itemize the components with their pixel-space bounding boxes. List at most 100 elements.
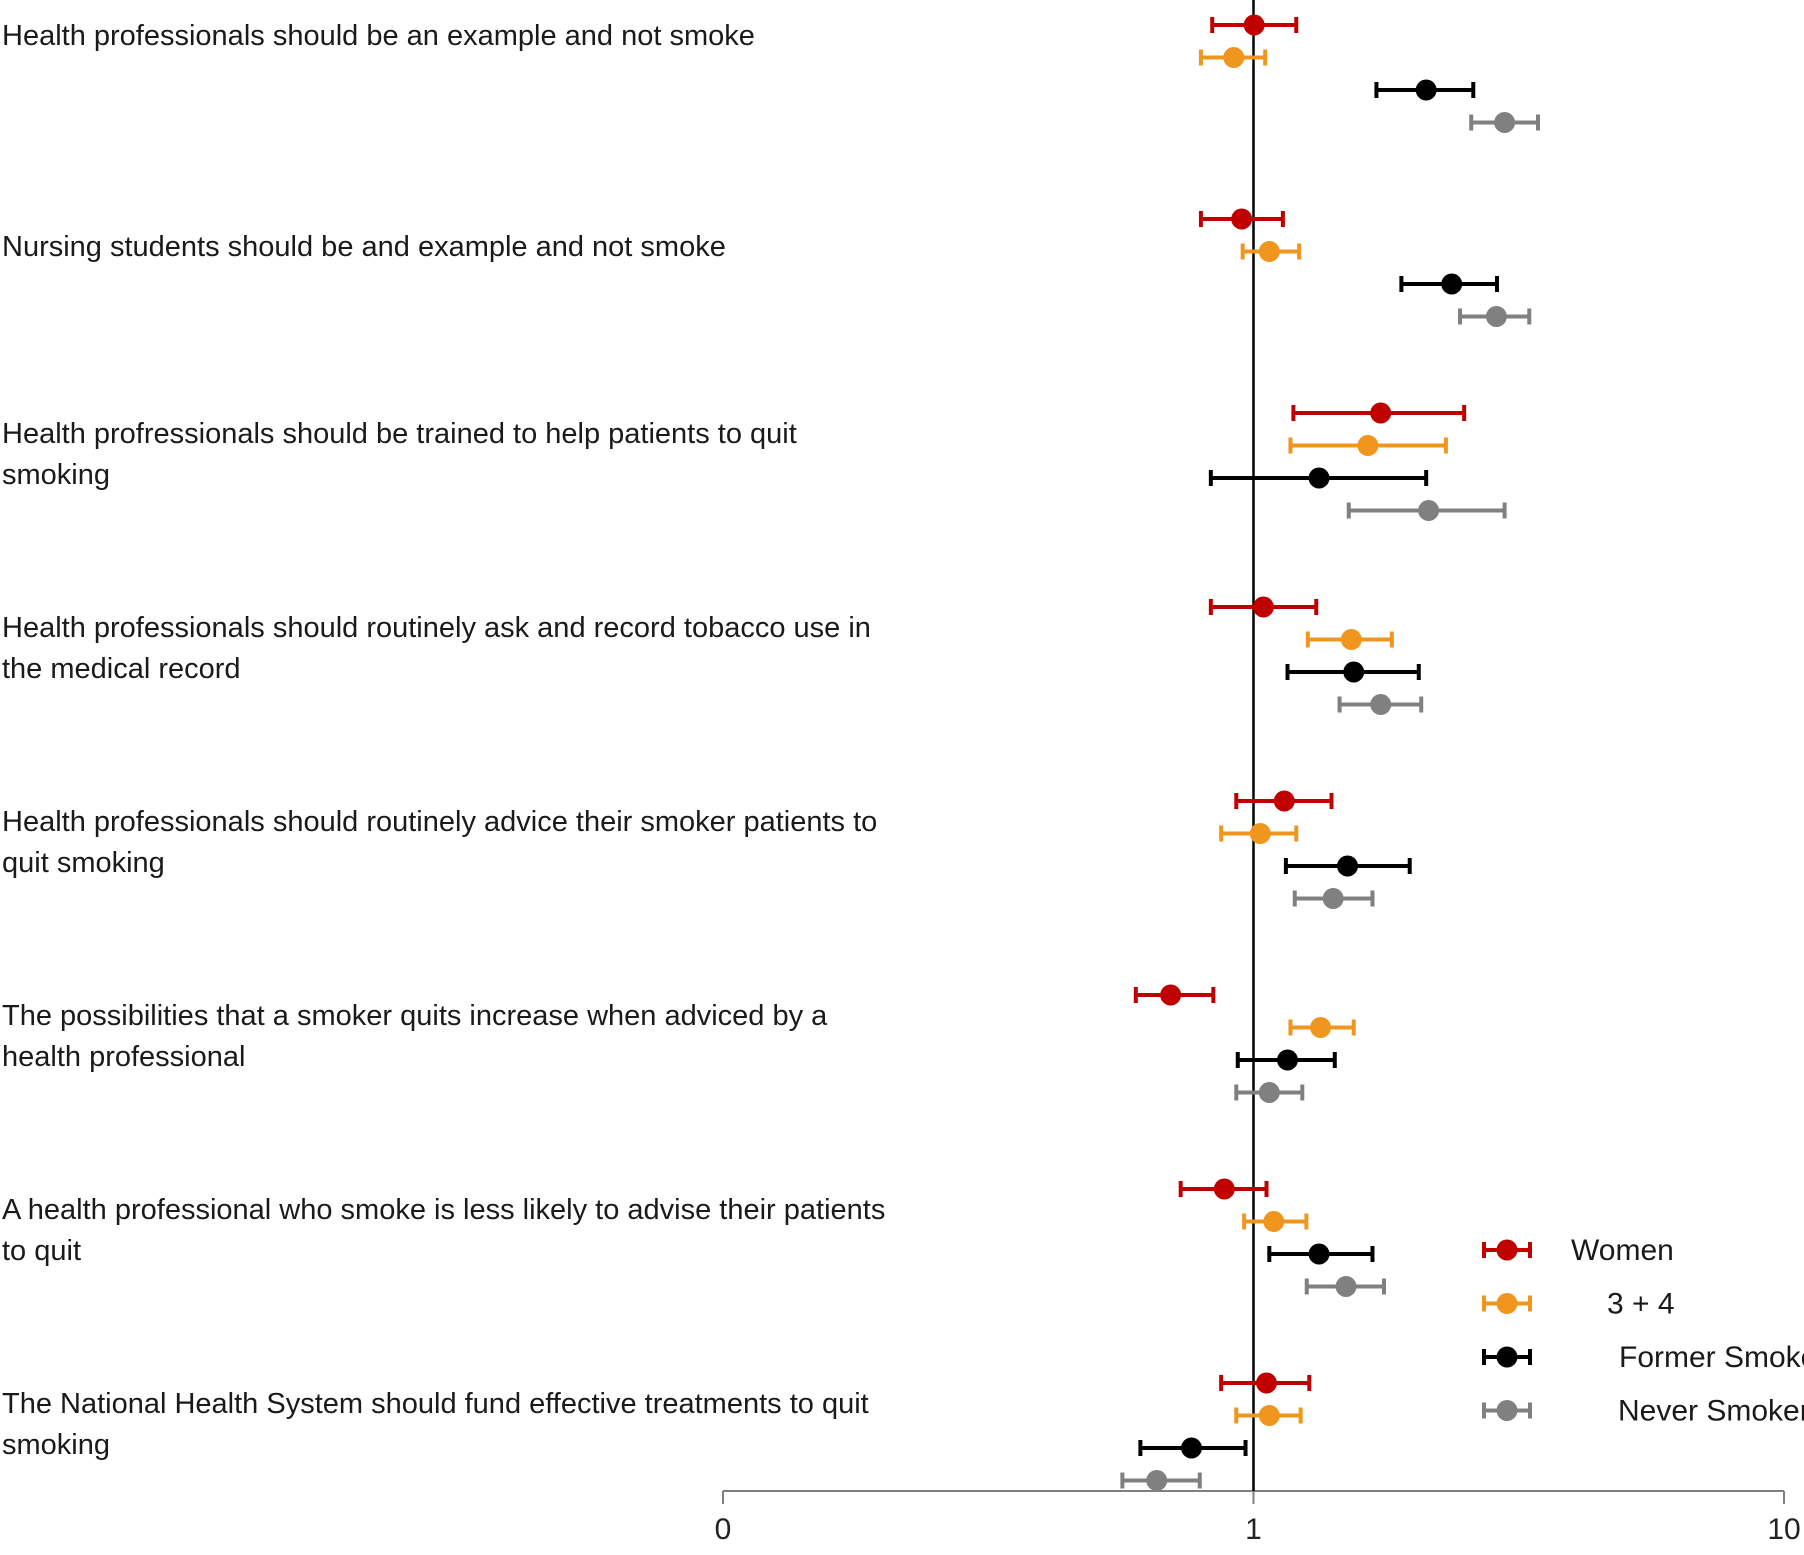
error-bar-women — [1198, 208, 1285, 230]
point-estimate — [1343, 661, 1365, 683]
legend-label: Former Smoker — [1619, 1341, 1804, 1374]
point-estimate — [1258, 1082, 1280, 1103]
row-label: Health profressionals should be trained … — [2, 418, 797, 450]
error-bar-3-4 — [1234, 1405, 1303, 1426]
error-bar-women — [1210, 14, 1299, 36]
item-group — [1208, 402, 1507, 521]
row-label: Health professionals should be an exampl… — [2, 20, 755, 52]
legend-item-never-smoker: Never Smoker — [1482, 1395, 1804, 1428]
point-estimate — [1370, 694, 1392, 715]
error-bar-women — [1208, 596, 1319, 618]
point-estimate — [1160, 984, 1182, 1006]
point-estimate — [1335, 1276, 1357, 1297]
legend-marker — [1496, 1400, 1518, 1421]
x-tick-label: 0 — [715, 1513, 732, 1546]
point-estimate — [1249, 823, 1271, 844]
error-bar-former-smoker — [1267, 1243, 1375, 1265]
row-label: the medical record — [2, 653, 241, 685]
error-bar-never-smoker — [1346, 500, 1507, 521]
error-bar-3-4 — [1288, 435, 1448, 456]
error-bar-former-smoker — [1374, 79, 1476, 101]
point-estimate — [1243, 14, 1265, 36]
point-estimate — [1255, 1372, 1277, 1394]
error-bar-never-smoker — [1469, 112, 1541, 133]
point-estimate — [1276, 1049, 1298, 1071]
row-label: Nursing students should be and example a… — [2, 231, 726, 263]
x-axis: 0 1 10 — [715, 1490, 1801, 1546]
error-bar-former-smoker — [1208, 467, 1429, 489]
item-group — [1120, 1372, 1312, 1491]
row-label: to quit — [2, 1235, 81, 1267]
point-estimate — [1273, 790, 1295, 812]
error-bar-former-smoker — [1235, 1049, 1337, 1071]
item-group — [1219, 790, 1412, 909]
item-group — [1208, 596, 1424, 715]
legend-label: 3 + 4 — [1607, 1288, 1675, 1321]
row-label: Health professionals should routinely ad… — [2, 806, 877, 838]
error-bar-3-4 — [1288, 1017, 1356, 1038]
error-bar-3-4 — [1219, 823, 1299, 844]
legend-item-women: Women — [1482, 1234, 1674, 1267]
row-label: Health professionals should routinely as… — [2, 612, 871, 644]
point-estimate — [1258, 1405, 1280, 1426]
legend: Women 3 + 4 Former Smoker Never Smoker — [1482, 1234, 1804, 1428]
row-label: quit smoking — [2, 847, 165, 879]
row-label: A health professional who smoke is less … — [2, 1194, 885, 1226]
point-estimate — [1258, 241, 1280, 262]
point-estimate — [1180, 1437, 1202, 1459]
point-estimate — [1310, 1017, 1332, 1038]
row-label: The possibilities that a smoker quits in… — [2, 1000, 828, 1032]
point-estimate — [1308, 1243, 1330, 1265]
error-bar-women — [1291, 402, 1467, 424]
x-tick-label: 1 — [1245, 1513, 1262, 1546]
item-group — [1133, 984, 1356, 1103]
point-estimate — [1337, 855, 1359, 877]
error-bar-women — [1133, 984, 1216, 1006]
point-estimate — [1231, 208, 1253, 230]
legend-item-former-smoker: Former Smoker — [1482, 1341, 1804, 1374]
error-bar-never-smoker — [1120, 1470, 1202, 1491]
error-bar-women — [1178, 1178, 1269, 1200]
error-bar-women — [1219, 1372, 1312, 1394]
error-bar-3-4 — [1242, 1211, 1309, 1232]
x-tick-label: 10 — [1767, 1513, 1800, 1546]
error-bar-3-4 — [1240, 241, 1302, 262]
item-group — [1178, 1178, 1387, 1297]
point-estimate — [1340, 629, 1362, 650]
error-bar-women — [1234, 790, 1334, 812]
error-bar-never-smoker — [1458, 306, 1532, 327]
legend-label: Never Smoker — [1618, 1395, 1804, 1428]
item-group — [1198, 14, 1541, 133]
point-estimate — [1494, 112, 1516, 133]
point-estimate — [1223, 47, 1245, 68]
point-estimate — [1485, 306, 1507, 327]
error-bar-3-4 — [1198, 47, 1268, 68]
error-bar-3-4 — [1305, 629, 1394, 650]
error-bar-never-smoker — [1337, 694, 1424, 715]
point-estimate — [1415, 79, 1437, 101]
point-estimate — [1370, 402, 1392, 424]
legend-label: Women — [1571, 1234, 1674, 1267]
error-bar-former-smoker — [1285, 661, 1421, 683]
legend-marker — [1496, 1346, 1518, 1368]
error-bar-never-smoker — [1292, 888, 1375, 909]
error-bar-former-smoker — [1399, 273, 1499, 295]
point-estimate — [1322, 888, 1344, 909]
row-label: health professional — [2, 1041, 245, 1073]
point-estimate — [1418, 500, 1440, 521]
row-label: The National Health System should fund e… — [2, 1388, 869, 1420]
error-bar-former-smoker — [1138, 1437, 1248, 1459]
error-bar-former-smoker — [1283, 855, 1412, 877]
point-estimate — [1146, 1470, 1168, 1491]
point-estimate — [1263, 1211, 1285, 1232]
row-labels: Health professionals should be an exampl… — [2, 20, 885, 1461]
item-group — [1198, 208, 1532, 327]
error-bars — [1120, 14, 1541, 1491]
row-label: smoking — [2, 459, 110, 491]
point-estimate — [1252, 596, 1274, 618]
legend-marker — [1496, 1239, 1518, 1261]
point-estimate — [1357, 435, 1379, 456]
row-label: smoking — [2, 1429, 110, 1461]
